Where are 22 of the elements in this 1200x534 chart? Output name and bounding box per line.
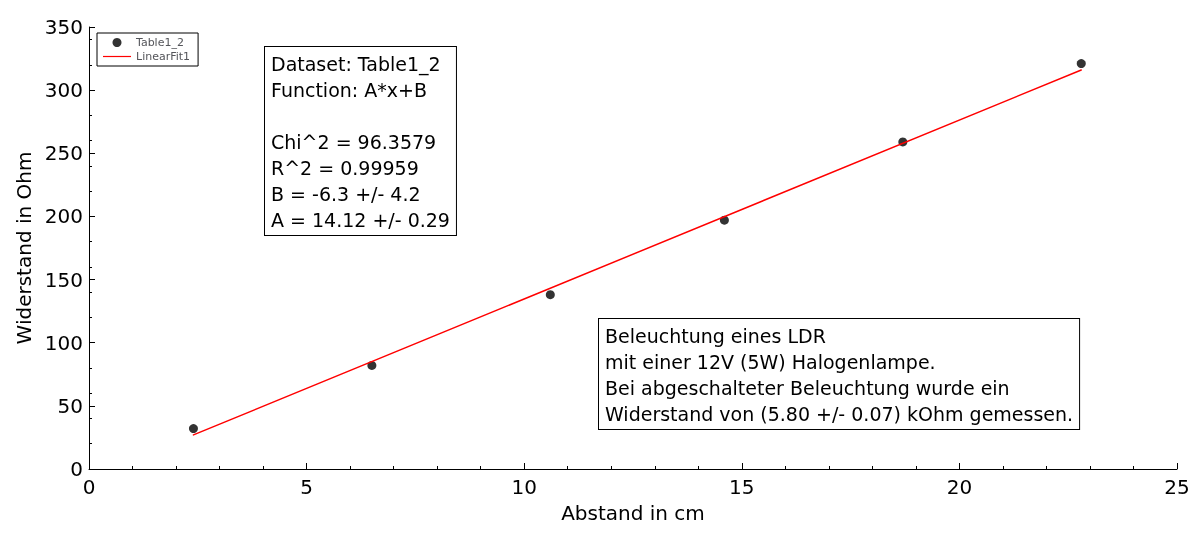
legend-label: LinearFit1 bbox=[136, 50, 191, 63]
y-tick-label: 50 bbox=[57, 393, 83, 418]
x-tick-label: 10 bbox=[511, 475, 537, 499]
y-tick-label: 350 bbox=[44, 15, 83, 39]
y-tick-label: 300 bbox=[44, 78, 83, 103]
x-tick-label: 25 bbox=[1164, 475, 1190, 499]
y-tick-label: 250 bbox=[44, 141, 83, 166]
point bbox=[1076, 59, 1086, 69]
point bbox=[545, 290, 555, 300]
annotation: Beleuchtung eines LDR mit einer 12V (5W) Halogenlampe. Bei abgeschalteter Beleuchtung wurde ein Widerstand von (5.80 +/- 0.07) kOhm gemessen. bbox=[605, 325, 1074, 425]
text: Dataset: Table1_2 Function: A*x+B Chi^2 = 96.3579 R^2 = 0.99959 B = -6.3 +/- 4.2 A = 14.12 +/- 0.29 bbox=[271, 53, 450, 231]
x-axis-title: Abstand in cm bbox=[561, 501, 705, 525]
x-tick-label: 20 bbox=[946, 475, 973, 499]
x-tick-label: 5 bbox=[300, 475, 313, 499]
y-tick-label: 100 bbox=[44, 330, 83, 355]
point bbox=[188, 424, 198, 434]
y-tick-label: 150 bbox=[44, 267, 83, 292]
legend-label: Table1_2 bbox=[135, 36, 184, 49]
x-tick-label: 15 bbox=[729, 475, 755, 499]
y-tick-label: 200 bbox=[44, 204, 83, 229]
y-tick-label: 0 bbox=[70, 457, 83, 481]
y-axis-title: Widerstand in Ohm bbox=[11, 151, 36, 345]
